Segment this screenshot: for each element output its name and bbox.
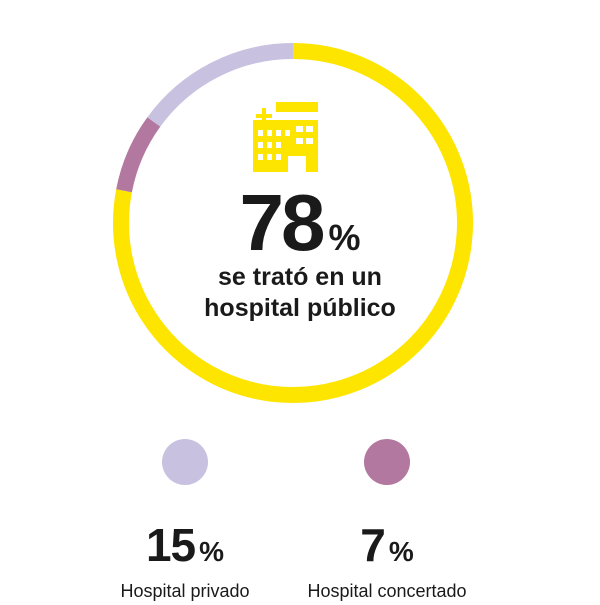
legend-value-number: 15: [145, 519, 196, 571]
legend-value-unit: %: [388, 536, 414, 567]
legend-dot-concertado: [364, 439, 410, 485]
legend-item-concertado: 7% Hospital concertado: [267, 439, 507, 602]
donut-slice-0: [113, 43, 473, 403]
main-value: 78%: [0, 183, 600, 263]
legend-value-number: 7: [360, 519, 386, 571]
legend-value-privado: 15%: [65, 522, 305, 579]
main-caption: se trató en un hospital público: [0, 262, 600, 324]
donut-slice-1: [116, 117, 161, 193]
main-value-number: 78: [239, 178, 326, 267]
legend-dot-privado: [162, 439, 208, 485]
hospital-icon: [253, 102, 318, 172]
donut-slice-2: [147, 43, 294, 127]
main-caption-line-1: se trató en un: [218, 263, 382, 291]
legend-value-concertado: 7%: [267, 522, 507, 579]
legend-value-unit: %: [199, 536, 225, 567]
legend-label-concertado: Hospital concertado: [307, 581, 467, 601]
legend-label-privado: Hospital privado: [120, 581, 250, 601]
legend-item-privado: 15% Hospital privado: [65, 439, 305, 602]
main-caption-line-2: hospital público: [204, 294, 396, 322]
main-value-unit: %: [328, 217, 361, 258]
